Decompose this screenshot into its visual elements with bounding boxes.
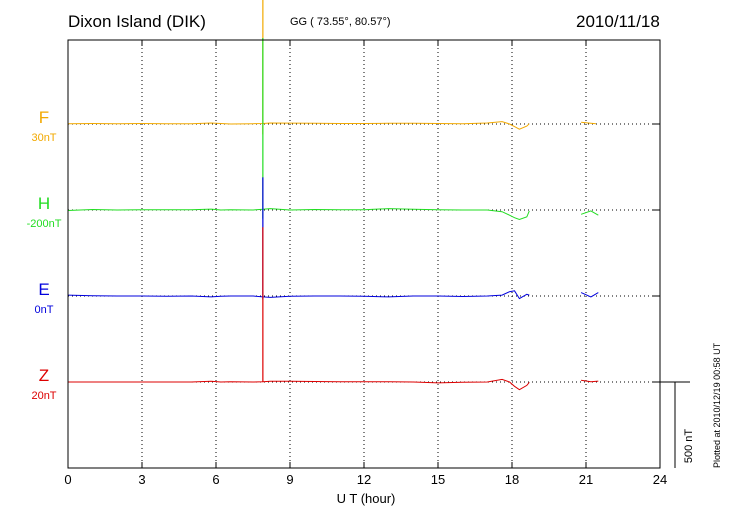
x-tick-label: 9 xyxy=(286,472,293,487)
x-tick-label: 24 xyxy=(653,472,667,487)
series-group xyxy=(67,0,599,391)
grid-lines xyxy=(68,40,660,468)
x-tick-label: 21 xyxy=(579,472,593,487)
channel-baseline-E: 0nT xyxy=(35,304,54,316)
series-line-H xyxy=(67,208,599,221)
plot-date: 2010/11/18 xyxy=(576,12,660,31)
x-axis-label: U T (hour) xyxy=(337,491,396,506)
x-tick-label: 15 xyxy=(431,472,445,487)
channel-name-F: F xyxy=(39,108,49,127)
x-tick-label: 6 xyxy=(212,472,219,487)
geo-coordinates: GG ( 73.55°, 80.57°) xyxy=(290,16,391,28)
x-tick-label: 12 xyxy=(357,472,371,487)
x-tick-label: 0 xyxy=(64,472,71,487)
scale-bar: 500 nT xyxy=(660,381,695,468)
channel-labels: F 30nT H -200nT E 0nT Z 20nT xyxy=(27,108,62,402)
channel-name-Z: Z xyxy=(39,366,49,385)
series-line-E xyxy=(67,290,599,300)
station-title: Dixon Island (DIK) xyxy=(68,12,206,31)
channel-baseline-F: 30nT xyxy=(31,132,56,144)
x-axis-ticks: 0 3 6 9 12 15 18 21 24 xyxy=(64,40,667,487)
channel-name-H: H xyxy=(38,194,50,213)
channel-name-E: E xyxy=(38,280,49,299)
channel-baseline-Z: 20nT xyxy=(31,390,56,402)
x-tick-label: 18 xyxy=(505,472,519,487)
series-line-Z xyxy=(68,378,599,391)
scale-bar-label: 500 nT xyxy=(683,429,695,464)
series-line-F xyxy=(67,121,596,130)
x-tick-label: 3 xyxy=(138,472,145,487)
channel-baseline-H: -200nT xyxy=(27,218,62,230)
